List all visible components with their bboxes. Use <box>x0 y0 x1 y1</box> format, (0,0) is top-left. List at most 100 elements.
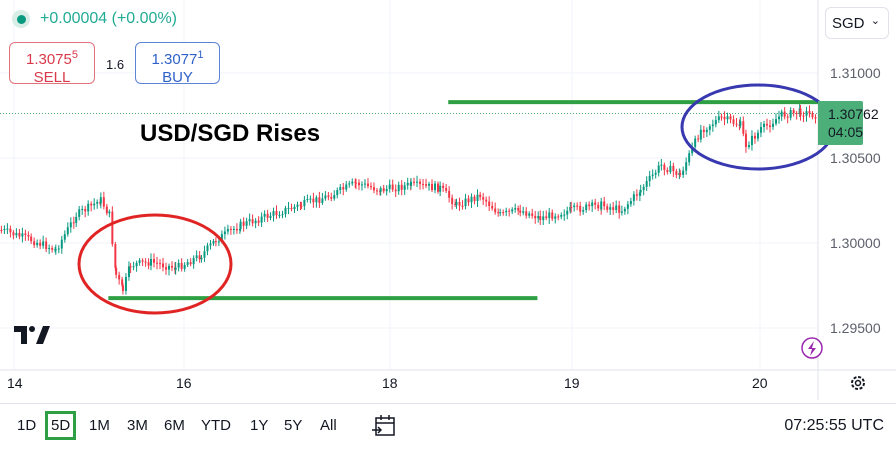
candle <box>675 171 678 176</box>
candle <box>51 248 54 250</box>
candle <box>226 228 229 232</box>
price-label: 1.30000 <box>830 235 881 251</box>
price-label: 1.29500 <box>830 320 881 336</box>
candle <box>30 236 33 242</box>
candle <box>165 267 167 270</box>
candle <box>723 116 726 120</box>
currency-select[interactable]: SGD ⌄ <box>825 7 889 39</box>
candle <box>606 206 609 210</box>
candle <box>81 209 84 211</box>
candle <box>39 242 42 246</box>
range-3m[interactable]: 3M <box>127 417 148 434</box>
candle <box>351 181 354 184</box>
buy-button[interactable]: 1.30771 BUY <box>135 42 220 86</box>
blue-ellipse-annotation <box>680 83 836 171</box>
candle <box>60 239 63 249</box>
price-label: 1.30500 <box>830 150 881 166</box>
range-1d[interactable]: 1D <box>17 417 37 434</box>
candle <box>694 138 697 147</box>
candle <box>699 129 702 140</box>
range-1m[interactable]: 1M <box>89 417 110 434</box>
candle <box>342 187 345 190</box>
candle <box>327 195 330 198</box>
candle <box>635 194 638 196</box>
candle <box>312 198 315 203</box>
candle <box>183 264 186 269</box>
candle <box>410 181 413 186</box>
candle <box>203 251 206 258</box>
spread: 1.6 <box>106 57 125 72</box>
candle <box>597 204 600 209</box>
candle <box>744 133 747 147</box>
candle <box>385 188 388 192</box>
candle <box>229 228 232 230</box>
candle <box>563 214 566 216</box>
candle <box>760 127 762 130</box>
candle <box>416 181 419 183</box>
candle <box>739 121 742 126</box>
candle <box>697 138 700 140</box>
candle <box>685 162 688 171</box>
sell-button[interactable]: 1.30755 SELL <box>9 42 95 86</box>
candle <box>537 216 540 219</box>
sell-price: 1.3075 <box>25 51 72 68</box>
candle <box>9 228 12 233</box>
candle <box>588 204 591 207</box>
candle <box>403 185 406 190</box>
candle <box>620 211 623 213</box>
candle <box>354 181 357 183</box>
chevron-down-icon: ⌄ <box>870 15 880 27</box>
candle <box>442 185 445 188</box>
candle <box>394 189 397 192</box>
candle <box>36 242 39 246</box>
candle <box>488 201 491 207</box>
last-price: 1.30762 <box>828 106 879 122</box>
candle <box>220 234 223 242</box>
candle <box>45 241 48 250</box>
candle <box>293 206 296 210</box>
candle <box>648 175 651 182</box>
candle <box>473 196 476 202</box>
range-1y[interactable]: 1Y <box>250 417 269 434</box>
candle <box>772 123 774 127</box>
candle <box>560 214 563 217</box>
candle <box>805 111 808 116</box>
candle <box>612 207 615 210</box>
candle <box>159 263 161 265</box>
candle <box>153 259 155 263</box>
clock[interactable]: 07:25:55 UTC <box>784 417 884 434</box>
candle <box>542 216 545 221</box>
candle <box>753 135 756 139</box>
candle <box>461 205 464 207</box>
candle <box>147 262 150 266</box>
bar-countdown: 04:05 <box>828 124 864 140</box>
range-6m[interactable]: 6M <box>164 417 185 434</box>
candle <box>272 211 275 216</box>
candle <box>534 215 537 219</box>
candle <box>654 172 657 175</box>
candle <box>632 194 635 201</box>
candle <box>278 214 281 216</box>
candle <box>309 198 312 200</box>
candle <box>266 213 269 218</box>
candle <box>445 187 448 191</box>
candle <box>528 213 531 216</box>
candle <box>260 216 263 223</box>
candle <box>198 255 201 260</box>
candle <box>750 135 753 146</box>
range-5y[interactable]: 5Y <box>284 417 303 434</box>
candle <box>84 209 87 212</box>
candle <box>87 203 90 212</box>
calendar-goto-icon[interactable] <box>371 414 397 440</box>
settings-gear-icon[interactable] <box>851 376 865 390</box>
candle <box>802 115 805 117</box>
candle <box>660 164 663 166</box>
candle <box>174 267 177 270</box>
range-all[interactable]: All <box>320 417 337 434</box>
range-5d[interactable]: 5D <box>45 411 77 440</box>
candle <box>609 207 612 210</box>
range-ytd[interactable]: YTD <box>201 417 231 434</box>
candle <box>439 185 442 192</box>
candle <box>263 213 266 217</box>
candle <box>554 216 557 219</box>
